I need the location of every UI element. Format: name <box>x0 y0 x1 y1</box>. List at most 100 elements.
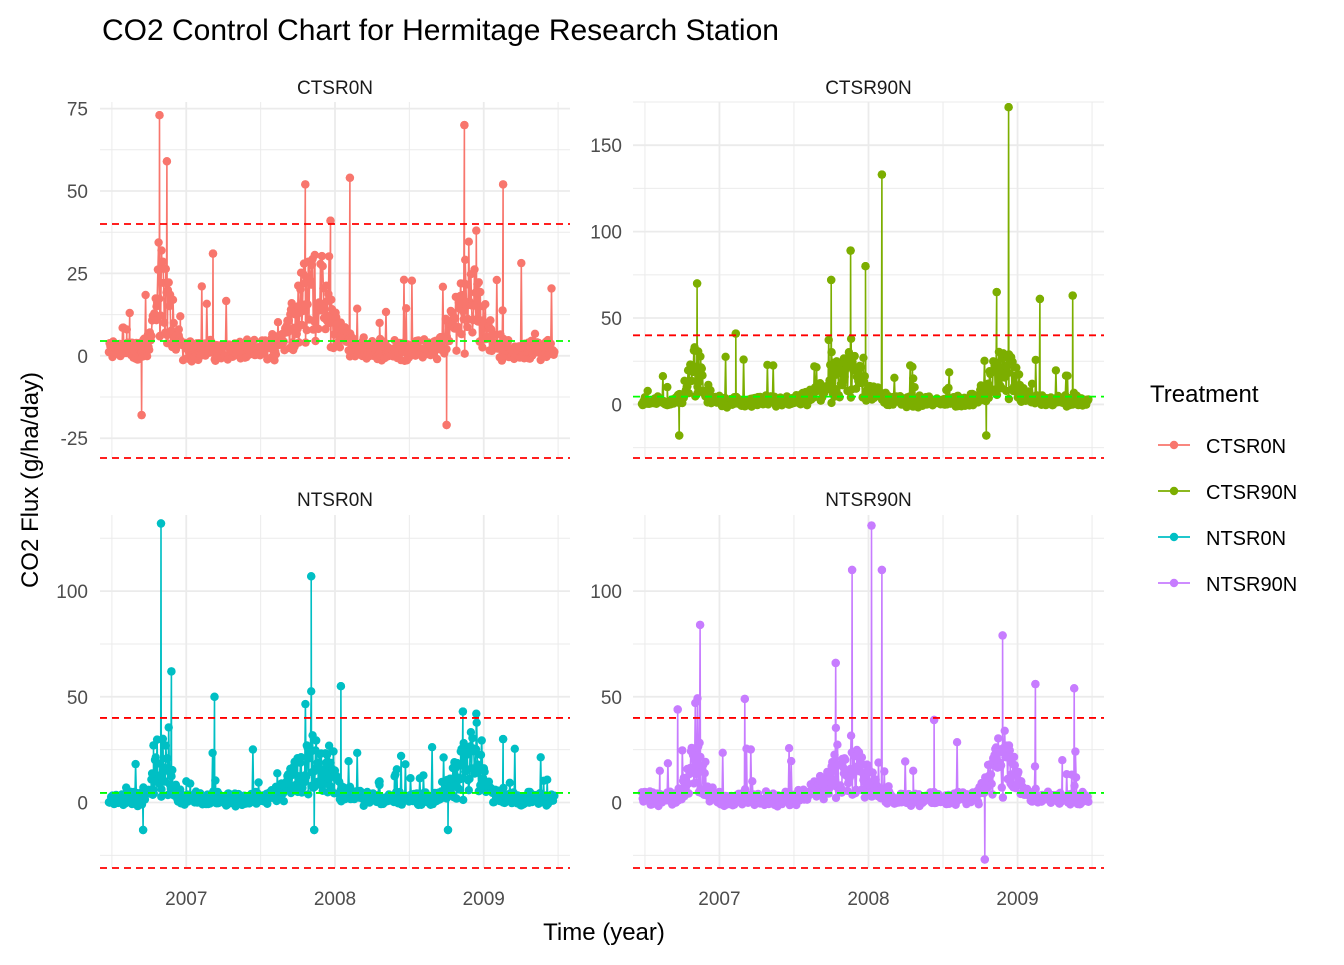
data-point <box>740 694 749 704</box>
data-point <box>157 792 166 801</box>
data-point <box>831 384 840 394</box>
data-point <box>691 770 701 779</box>
data-point <box>1031 355 1040 365</box>
series-line-ntsr90n <box>641 525 1090 860</box>
data-point <box>156 311 165 320</box>
data-point <box>208 249 218 258</box>
data-point <box>160 318 169 327</box>
data-point <box>748 777 757 786</box>
y-tick-label: 25 <box>67 264 88 285</box>
data-point <box>402 304 411 313</box>
data-point <box>307 280 316 289</box>
data-point <box>824 335 833 345</box>
x-tick-label: 2007 <box>165 889 207 910</box>
data-point <box>471 745 481 754</box>
data-point <box>996 761 1006 770</box>
data-point <box>871 775 880 784</box>
data-point <box>330 330 339 339</box>
data-point <box>318 262 327 271</box>
data-point <box>476 750 486 760</box>
data-point <box>381 307 391 317</box>
data-point <box>547 284 556 293</box>
data-point <box>880 767 889 776</box>
data-point <box>543 775 552 784</box>
data-point <box>1070 684 1079 693</box>
data-point <box>248 745 258 754</box>
data-point <box>161 264 170 274</box>
data-point <box>687 376 696 386</box>
data-point <box>438 282 448 291</box>
data-point <box>155 294 164 303</box>
data-point <box>122 325 131 334</box>
data-point <box>1063 371 1072 380</box>
data-point <box>439 753 448 762</box>
data-point <box>1012 363 1021 372</box>
data-point <box>901 757 910 766</box>
data-point <box>997 783 1006 792</box>
data-point <box>498 306 507 315</box>
data-point <box>825 376 834 385</box>
data-point <box>998 631 1007 640</box>
legend-key-point <box>1169 532 1179 542</box>
data-point <box>329 343 338 353</box>
data-point <box>470 265 479 274</box>
data-point <box>945 368 954 377</box>
data-point <box>841 755 850 764</box>
data-point <box>442 344 451 354</box>
data-point <box>877 565 887 575</box>
data-point <box>427 743 437 752</box>
data-point <box>210 692 219 701</box>
data-point <box>375 318 384 328</box>
data-point <box>1004 368 1013 378</box>
data-point <box>655 766 664 775</box>
data-point <box>450 314 460 323</box>
data-point <box>643 386 652 396</box>
data-point <box>860 372 869 381</box>
data-point <box>1005 746 1014 755</box>
data-point <box>158 257 168 266</box>
data-point <box>345 782 355 791</box>
data-point <box>335 343 345 352</box>
y-tick-label: 100 <box>590 582 622 603</box>
data-point <box>459 738 468 748</box>
data-point <box>663 759 673 768</box>
data-point <box>453 322 463 332</box>
data-point <box>458 707 468 716</box>
data-point <box>687 743 696 753</box>
data-point <box>324 741 334 750</box>
data-point <box>474 278 483 287</box>
data-point <box>695 738 704 747</box>
data-point <box>769 361 778 370</box>
data-point <box>322 750 332 760</box>
data-point <box>994 734 1003 743</box>
data-point <box>718 748 727 757</box>
data-point <box>980 855 989 864</box>
data-point <box>271 350 281 359</box>
panel-title: CTSR0N <box>297 78 373 99</box>
data-point <box>846 246 855 255</box>
data-point <box>157 246 166 255</box>
data-point <box>998 793 1008 802</box>
data-point <box>1051 366 1061 375</box>
data-point <box>1071 747 1080 756</box>
data-point <box>174 325 183 334</box>
data-point <box>401 760 410 769</box>
data-point <box>988 790 997 799</box>
data-point <box>1058 756 1067 765</box>
data-point <box>460 120 469 130</box>
data-point <box>1070 781 1079 790</box>
data-point <box>457 330 466 339</box>
data-point <box>463 750 472 759</box>
data-point <box>819 795 828 804</box>
data-point <box>498 734 508 744</box>
data-point <box>345 173 355 182</box>
data-point <box>833 368 843 378</box>
data-point <box>684 389 693 398</box>
data-point <box>311 336 320 346</box>
data-point <box>461 255 470 264</box>
data-point <box>156 519 166 528</box>
data-point <box>314 324 323 334</box>
data-point <box>550 347 559 357</box>
data-point <box>688 751 698 760</box>
